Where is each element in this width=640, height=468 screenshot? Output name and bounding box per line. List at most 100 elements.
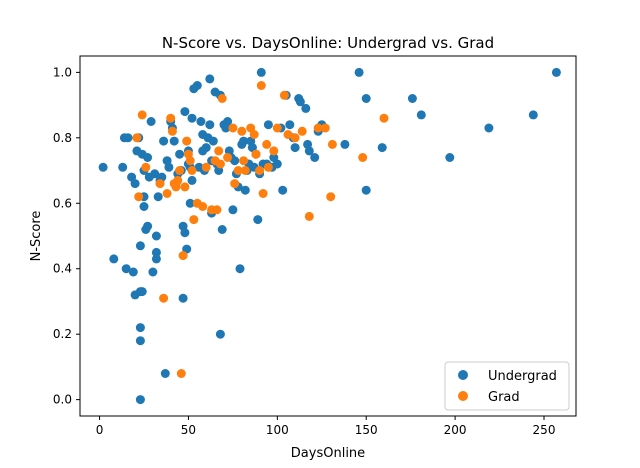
data-point-grad	[379, 113, 389, 123]
data-point-undergrad	[135, 323, 145, 333]
data-point-grad	[263, 162, 273, 172]
data-point-grad	[217, 94, 227, 103]
data-point-grad	[326, 192, 336, 202]
data-point-undergrad	[160, 369, 170, 378]
legend-label-undergrad: Undergrad	[488, 369, 557, 384]
data-point-grad	[132, 133, 142, 143]
x-tick-label: 150	[355, 423, 378, 437]
data-point-grad	[189, 215, 199, 225]
data-point-grad	[251, 149, 261, 159]
data-point-undergrad	[169, 136, 179, 146]
data-point-undergrad	[377, 143, 387, 153]
data-point-undergrad	[228, 205, 238, 215]
data-point-grad	[237, 126, 247, 136]
y-tick-label: 0.4	[53, 262, 72, 276]
data-point-grad	[272, 123, 282, 133]
data-point-undergrad	[139, 202, 149, 211]
x-tick-label: 0	[96, 423, 104, 437]
data-point-grad	[155, 179, 165, 189]
data-point-undergrad	[361, 94, 371, 103]
data-point-undergrad	[180, 107, 190, 117]
data-point-undergrad	[143, 153, 153, 162]
data-point-undergrad	[180, 228, 190, 238]
legend-label-grad: Grad	[488, 390, 520, 405]
data-point-grad	[313, 123, 323, 133]
data-point-undergrad	[239, 136, 249, 146]
data-point-undergrad	[159, 136, 169, 146]
y-tick-label: 0.6	[53, 196, 72, 210]
data-point-undergrad	[135, 336, 145, 346]
data-point-undergrad	[130, 179, 140, 189]
data-point-undergrad	[551, 67, 561, 77]
data-point-undergrad	[151, 247, 161, 257]
data-point-undergrad	[278, 185, 288, 195]
data-point-undergrad	[150, 169, 160, 179]
data-point-grad	[223, 153, 233, 162]
legend-marker-undergrad	[458, 370, 468, 380]
x-tick-label: 250	[533, 423, 556, 437]
y-axis: 0.0 0.2 0.4 0.6 0.8 1.0	[53, 65, 80, 407]
data-point-grad	[178, 251, 188, 261]
data-point-undergrad	[230, 156, 240, 166]
data-point-undergrad	[528, 110, 538, 120]
data-point-undergrad	[208, 136, 218, 146]
data-point-undergrad	[98, 162, 108, 172]
data-point-undergrad	[201, 143, 211, 153]
data-point-grad	[283, 130, 293, 139]
data-point-undergrad	[146, 117, 156, 126]
data-point-grad	[201, 162, 211, 172]
data-point-undergrad	[290, 143, 300, 153]
data-point-undergrad	[235, 264, 245, 274]
y-axis-label: N-Score	[29, 211, 44, 262]
data-point-grad	[212, 205, 222, 215]
data-point-grad	[185, 156, 195, 166]
data-point-undergrad	[217, 225, 227, 234]
data-point-undergrad	[310, 153, 320, 162]
data-point-grad	[297, 126, 307, 136]
data-point-undergrad	[247, 143, 257, 153]
points-layer	[98, 67, 561, 405]
data-point-undergrad	[135, 395, 145, 405]
data-point-undergrad	[484, 123, 494, 133]
data-point-undergrad	[263, 120, 273, 130]
data-point-undergrad	[416, 110, 426, 120]
legend-frame	[444, 361, 570, 411]
data-point-grad	[166, 113, 176, 123]
data-point-undergrad	[205, 74, 215, 84]
data-point-grad	[233, 166, 243, 175]
x-tick-label: 100	[266, 423, 289, 437]
data-point-grad	[173, 175, 183, 185]
data-point-undergrad	[121, 264, 131, 274]
data-point-grad	[175, 166, 185, 175]
plot-frame	[79, 55, 577, 417]
data-point-undergrad	[109, 254, 119, 264]
x-axis-label: DaysOnline	[291, 446, 365, 461]
y-tick-label: 1.0	[53, 65, 72, 79]
data-point-grad	[176, 369, 186, 378]
data-point-undergrad	[272, 159, 282, 169]
data-point-undergrad	[295, 97, 305, 107]
data-point-undergrad	[256, 67, 266, 77]
data-point-undergrad	[137, 287, 147, 297]
data-point-grad	[167, 126, 177, 136]
data-point-undergrad	[151, 231, 161, 241]
data-point-undergrad	[304, 146, 314, 156]
data-point-undergrad	[187, 113, 197, 123]
data-point-undergrad	[196, 117, 206, 126]
data-point-undergrad	[253, 215, 263, 225]
data-point-undergrad	[223, 117, 233, 126]
data-point-undergrad	[185, 198, 195, 208]
data-point-undergrad	[301, 103, 311, 113]
data-point-undergrad	[187, 175, 197, 185]
data-point-undergrad	[240, 185, 250, 195]
x-axis: 0 50 100 150 200 250	[96, 416, 556, 437]
chart-title: N-Score vs. DaysOnline: Undergrad vs. Gr…	[162, 34, 494, 52]
data-point-undergrad	[361, 185, 371, 195]
data-point-undergrad	[407, 94, 417, 103]
legend: Undergrad Grad	[444, 361, 570, 411]
data-point-undergrad	[205, 120, 215, 130]
x-tick-label: 50	[181, 423, 196, 437]
data-point-grad	[228, 123, 238, 133]
data-point-grad	[256, 81, 266, 90]
data-point-undergrad	[354, 67, 364, 77]
